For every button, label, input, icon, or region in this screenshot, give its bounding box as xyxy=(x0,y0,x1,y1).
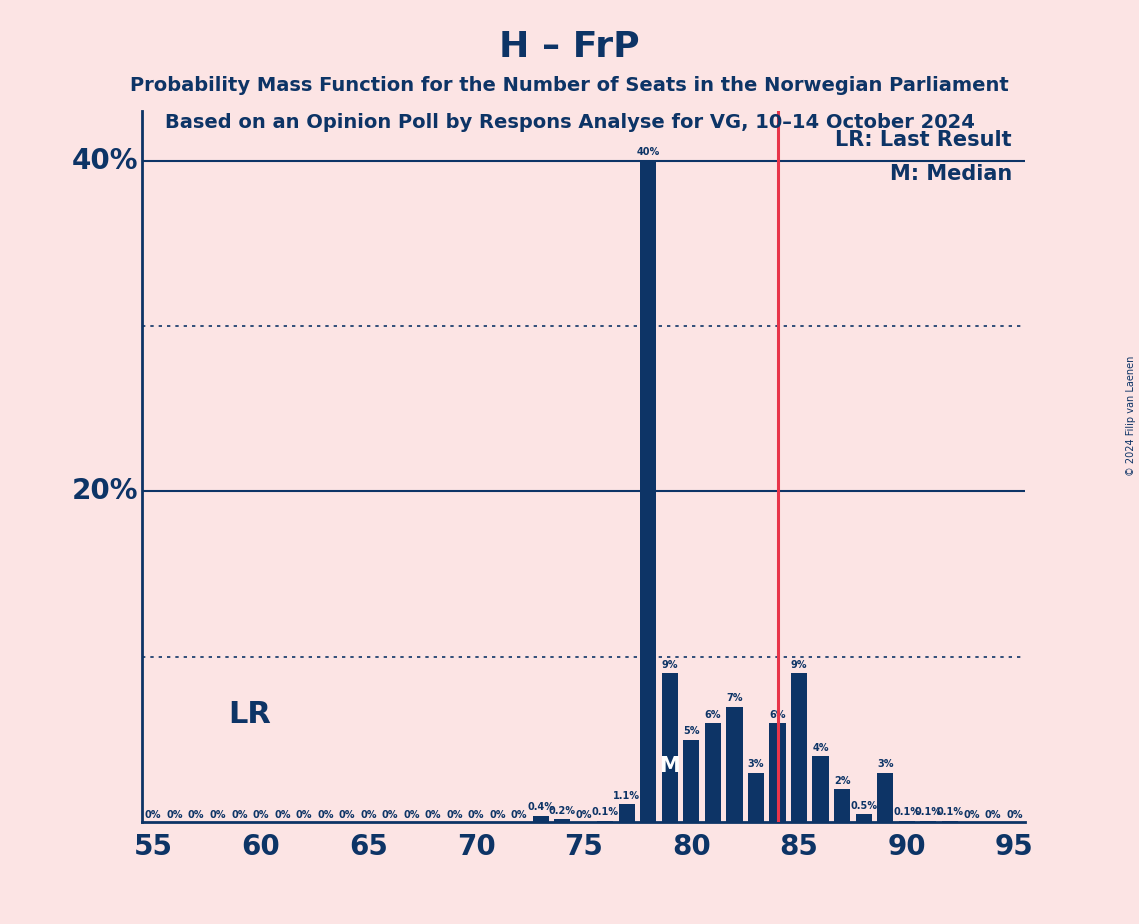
Text: 0%: 0% xyxy=(360,809,377,820)
Text: 40%: 40% xyxy=(72,147,138,175)
Text: 2%: 2% xyxy=(834,776,851,786)
Text: 0.1%: 0.1% xyxy=(592,808,618,818)
Text: 0%: 0% xyxy=(490,809,506,820)
Bar xyxy=(618,804,634,822)
Text: 0%: 0% xyxy=(145,809,162,820)
Text: M: Median: M: Median xyxy=(890,164,1011,184)
Text: 0.1%: 0.1% xyxy=(915,808,942,818)
Bar xyxy=(640,161,656,822)
Text: 9%: 9% xyxy=(790,660,808,670)
Text: 0%: 0% xyxy=(425,809,441,820)
Text: 6%: 6% xyxy=(769,710,786,720)
Bar xyxy=(812,756,829,822)
Text: 40%: 40% xyxy=(637,147,659,157)
Text: 0.1%: 0.1% xyxy=(936,808,964,818)
Bar xyxy=(770,723,786,822)
Bar xyxy=(683,739,699,822)
Text: Based on an Opinion Poll by Respons Analyse for VG, 10–14 October 2024: Based on an Opinion Poll by Respons Anal… xyxy=(164,113,975,132)
Text: Probability Mass Function for the Number of Seats in the Norwegian Parliament: Probability Mass Function for the Number… xyxy=(130,76,1009,95)
Bar xyxy=(705,723,721,822)
Text: 0%: 0% xyxy=(317,809,334,820)
Text: 0%: 0% xyxy=(511,809,527,820)
Text: 0%: 0% xyxy=(274,809,290,820)
Text: 0.5%: 0.5% xyxy=(850,801,877,810)
Text: 6%: 6% xyxy=(705,710,721,720)
Text: 0%: 0% xyxy=(188,809,204,820)
Text: 7%: 7% xyxy=(727,693,743,703)
Text: 3%: 3% xyxy=(877,760,893,770)
Text: 0%: 0% xyxy=(446,809,462,820)
Text: 20%: 20% xyxy=(72,478,138,505)
Text: 0%: 0% xyxy=(1006,809,1023,820)
Text: 0%: 0% xyxy=(338,809,355,820)
Bar xyxy=(555,819,571,822)
Text: 3%: 3% xyxy=(747,760,764,770)
Text: 0%: 0% xyxy=(575,809,592,820)
Bar xyxy=(533,816,549,822)
Text: 0%: 0% xyxy=(296,809,312,820)
Text: 0%: 0% xyxy=(403,809,420,820)
Text: LR: LR xyxy=(229,700,271,729)
Text: H – FrP: H – FrP xyxy=(499,30,640,64)
Bar xyxy=(855,814,871,822)
Text: 5%: 5% xyxy=(683,726,699,736)
Bar xyxy=(727,707,743,822)
Bar xyxy=(899,821,915,822)
Text: 0%: 0% xyxy=(166,809,183,820)
Bar xyxy=(662,674,678,822)
Text: 0.2%: 0.2% xyxy=(549,806,575,816)
Bar xyxy=(942,821,958,822)
Text: 0%: 0% xyxy=(964,809,980,820)
Text: 0%: 0% xyxy=(382,809,399,820)
Text: 9%: 9% xyxy=(662,660,678,670)
Text: 0%: 0% xyxy=(210,809,226,820)
Bar xyxy=(877,772,893,822)
Text: 0%: 0% xyxy=(984,809,1001,820)
Text: © 2024 Filip van Laenen: © 2024 Filip van Laenen xyxy=(1126,356,1136,476)
Text: 0%: 0% xyxy=(231,809,247,820)
Text: M: M xyxy=(659,756,680,776)
Text: 1.1%: 1.1% xyxy=(613,791,640,801)
Text: 0%: 0% xyxy=(253,809,269,820)
Bar xyxy=(834,789,850,822)
Text: 0.4%: 0.4% xyxy=(527,802,555,812)
Text: 0.1%: 0.1% xyxy=(893,808,920,818)
Text: LR: Last Result: LR: Last Result xyxy=(835,130,1011,150)
Bar xyxy=(597,821,613,822)
Bar xyxy=(790,674,808,822)
Bar xyxy=(920,821,936,822)
Bar xyxy=(748,772,764,822)
Text: 4%: 4% xyxy=(812,743,829,753)
Text: 0%: 0% xyxy=(468,809,484,820)
